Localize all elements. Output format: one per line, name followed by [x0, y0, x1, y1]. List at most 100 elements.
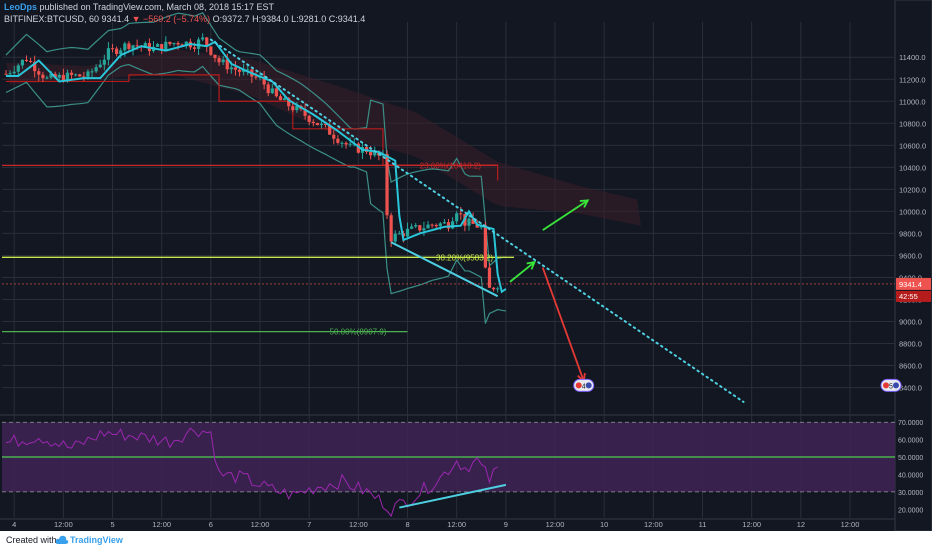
candle	[336, 135, 340, 145]
candle	[164, 36, 168, 52]
candle	[233, 61, 238, 76]
change-arrow-icon: ▼	[131, 14, 141, 24]
candle	[16, 63, 20, 77]
candle	[266, 82, 270, 97]
price-tick-label: 11200.0	[899, 75, 926, 84]
candle	[405, 222, 410, 240]
candle	[94, 64, 98, 74]
candle	[467, 212, 471, 231]
fib-level-label: 50.00%(8907.9)	[330, 328, 387, 337]
candle	[115, 46, 119, 57]
candle	[262, 70, 266, 90]
published-text: published on TradingView.com, March 08, …	[39, 2, 275, 12]
tradingview-cloud-icon	[55, 535, 69, 544]
candle	[307, 114, 311, 126]
time-tick-label: 12:00	[54, 520, 73, 529]
time-tick-label: 12:00	[546, 520, 565, 529]
candle	[217, 55, 221, 66]
footer-bar: Created with TradingView	[0, 531, 932, 550]
candle	[78, 73, 82, 77]
candle	[110, 43, 115, 53]
symbol-info: BITFINEX:BTCUSD, 60 9341.4 ▼ −569.2 (−5.…	[4, 14, 365, 24]
candle	[426, 221, 430, 229]
last-price: 9341.4	[101, 14, 130, 24]
price-tick-label: 8400.0	[899, 384, 922, 393]
candle	[491, 286, 496, 292]
rsi-tick-label: 70.0000	[898, 420, 923, 427]
candle	[496, 286, 500, 293]
price-change: −569.2 (−5.74%)	[143, 14, 211, 24]
last-price-badge-label: 9341.4	[899, 280, 922, 289]
time-tick-label: 10	[600, 520, 608, 529]
rsi-line	[5, 427, 498, 518]
candle	[155, 42, 160, 48]
price-tick-label: 8600.0	[899, 362, 922, 371]
candle	[102, 54, 106, 71]
wedge-support-line	[390, 241, 499, 298]
price-tick-label: 10200.0	[899, 185, 926, 194]
author-link[interactable]: LeoDps	[4, 2, 38, 12]
candle	[455, 211, 459, 225]
candle	[41, 71, 45, 82]
candle	[356, 142, 360, 154]
bollinger-upper	[5, 12, 506, 267]
time-tick-label: 12:00	[349, 520, 368, 529]
rsi-tick-label: 40.0000	[898, 472, 923, 479]
time-tick-label: 12:00	[742, 520, 761, 529]
candle	[209, 46, 213, 56]
candle	[278, 94, 283, 101]
candle	[311, 119, 315, 127]
price-chart[interactable]: 11400.0 11200.0 11000.0 10800.0 10600.0 10400…	[0, 0, 932, 531]
svg-text:4: 4	[582, 383, 586, 390]
rsi-divergence-line	[399, 483, 507, 509]
candle	[270, 84, 274, 95]
time-tick-label: 4	[12, 520, 16, 529]
candle	[422, 221, 426, 236]
candle	[315, 122, 319, 126]
candle	[414, 222, 418, 229]
candle	[254, 72, 258, 80]
price-axis-pane	[894, 0, 932, 531]
candle	[246, 65, 250, 76]
rsi-tick-label: 60.0000	[898, 438, 923, 445]
candle	[90, 68, 94, 77]
price-tick-label: 9000.0	[899, 318, 922, 327]
candle	[74, 73, 78, 77]
countdown-badge-label: 42:55	[899, 292, 918, 301]
tradingview-brand-link[interactable]: TradingView	[70, 535, 123, 545]
candle	[172, 42, 176, 47]
price-tick-label: 9600.0	[899, 251, 922, 260]
candle	[28, 57, 33, 64]
symbol-label[interactable]: BITFINEX:BTCUSD, 60	[4, 14, 100, 24]
price-tick-label: 8800.0	[899, 340, 922, 349]
price-tick-label: 9800.0	[899, 229, 922, 238]
up-arrow	[542, 199, 590, 231]
ohlc-values: O:9372.7 H:9384.0 L:9281.0 C:9341.4	[212, 14, 366, 24]
event-badge: 4	[573, 378, 595, 392]
time-tick-label: 8	[405, 520, 409, 529]
countdown-badge	[896, 290, 931, 302]
candle	[397, 230, 401, 235]
candle	[143, 41, 147, 47]
candle	[389, 212, 393, 248]
created-with-text: Created with	[6, 535, 57, 545]
candle	[348, 137, 352, 148]
candle	[4, 70, 8, 75]
time-tick-label: 12:00	[251, 520, 270, 529]
candle	[340, 141, 344, 148]
candle	[45, 75, 49, 80]
price-tick-label: 10400.0	[899, 163, 926, 172]
time-tick-label: 12	[797, 520, 805, 529]
candle	[393, 230, 397, 246]
time-tick-label: 12:00	[152, 520, 171, 529]
price-tick-label: 11000.0	[899, 97, 926, 106]
time-tick-label: 11	[699, 520, 707, 529]
candle	[98, 59, 102, 69]
candle	[205, 36, 209, 53]
candle	[487, 262, 492, 288]
publish-info: LeoDps published on TradingView.com, Mar…	[4, 2, 274, 12]
rsi-tick-label: 20.0000	[898, 507, 923, 514]
candle	[319, 120, 324, 129]
rsi-tick-label: 30.0000	[898, 490, 923, 497]
candle	[24, 55, 29, 63]
